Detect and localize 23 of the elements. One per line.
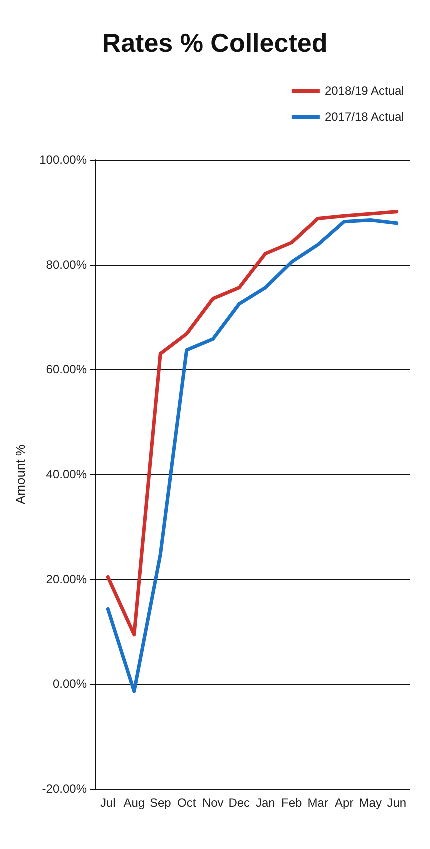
x-tick-label: Mar	[308, 796, 328, 810]
x-tick-label: Apr	[335, 796, 354, 810]
y-tick-label: 100.00%	[40, 153, 88, 167]
x-tick-label: Oct	[178, 796, 197, 810]
y-axis-title: Amount %	[13, 444, 28, 504]
y-tick-label: -20.00%	[42, 782, 88, 796]
x-tick-label: Jul	[100, 796, 116, 810]
x-tick-label: Nov	[202, 796, 224, 810]
x-tick-label: Feb	[282, 796, 303, 810]
y-tick-label: 80.00%	[46, 258, 88, 272]
legend-label: 2018/19 Actual	[324, 84, 404, 98]
x-tick-label: Aug	[124, 796, 146, 810]
x-tick-label: May	[359, 796, 382, 810]
y-tick-label: 20.00%	[46, 572, 88, 586]
chart-title: Rates % Collected	[102, 28, 328, 58]
y-tick-label: 0.00%	[52, 677, 88, 692]
x-tick-label: Jun	[387, 796, 407, 810]
y-tick-label: 60.00%	[46, 362, 88, 377]
x-tick-label: Sep	[150, 796, 172, 810]
legend-label: 2017/18 Actual	[324, 110, 404, 124]
x-tick-label: Dec	[228, 796, 250, 810]
x-tick-label: Jan	[256, 796, 276, 810]
y-tick-label: 40.00%	[46, 468, 88, 482]
